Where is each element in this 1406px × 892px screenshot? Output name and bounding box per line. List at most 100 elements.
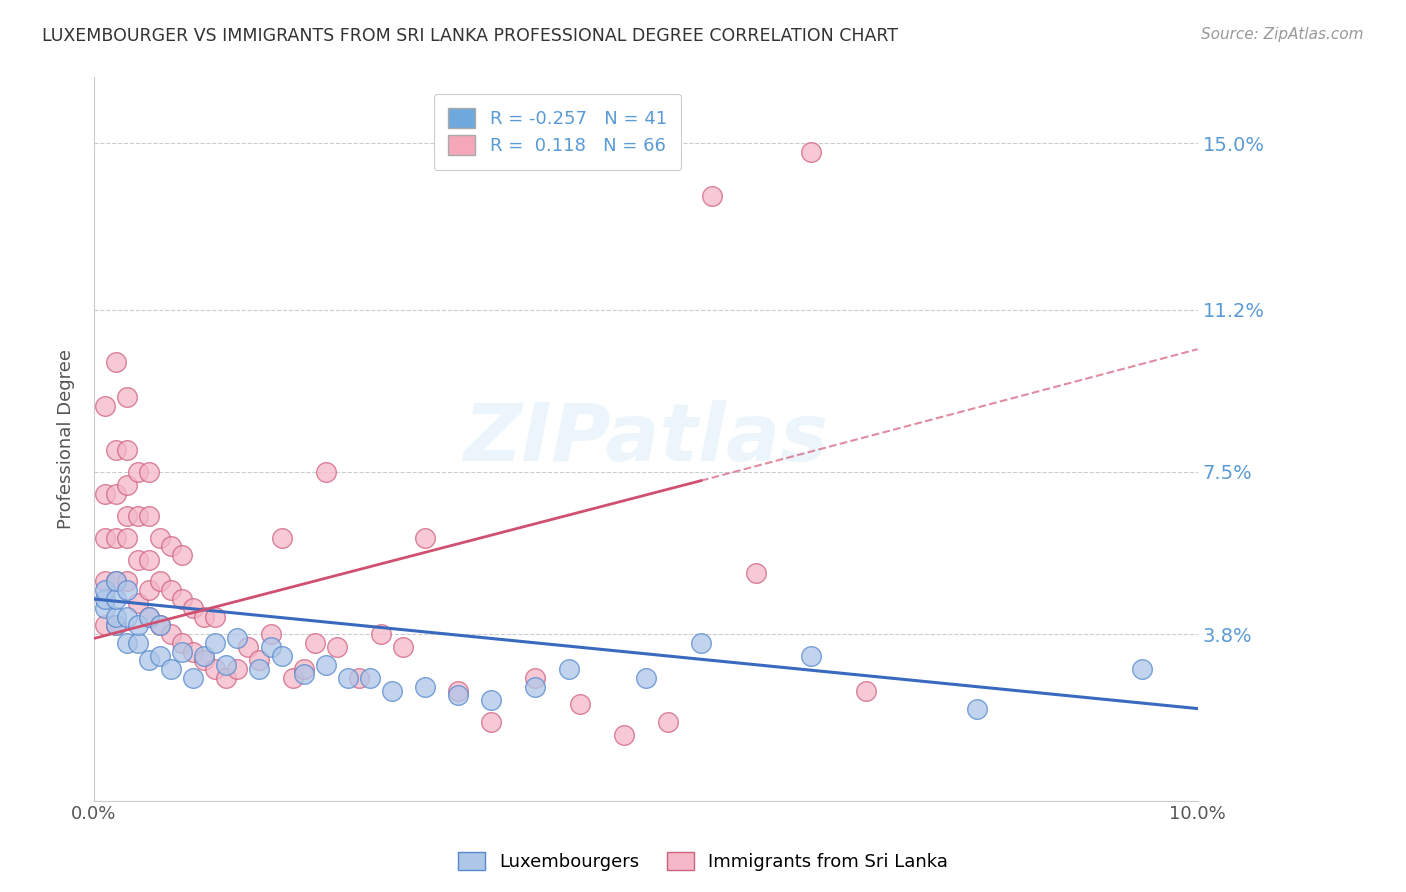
Point xyxy=(557,662,579,676)
Point xyxy=(479,693,502,707)
Point xyxy=(138,609,160,624)
Point xyxy=(160,583,183,598)
Point xyxy=(105,442,128,457)
Point xyxy=(172,644,194,658)
Point xyxy=(172,592,194,607)
Point xyxy=(138,465,160,479)
Point xyxy=(347,671,370,685)
Point xyxy=(447,684,470,698)
Point xyxy=(304,636,326,650)
Point xyxy=(94,399,117,413)
Point xyxy=(613,728,636,742)
Point xyxy=(105,618,128,632)
Point xyxy=(94,592,117,607)
Point xyxy=(326,640,349,655)
Point xyxy=(249,662,271,676)
Text: Source: ZipAtlas.com: Source: ZipAtlas.com xyxy=(1201,27,1364,42)
Point xyxy=(800,145,823,159)
Point xyxy=(94,600,117,615)
Point xyxy=(524,671,547,685)
Point xyxy=(105,618,128,632)
Point xyxy=(105,355,128,369)
Point xyxy=(127,465,149,479)
Point xyxy=(149,574,172,589)
Point xyxy=(181,600,204,615)
Point xyxy=(115,609,138,624)
Point xyxy=(259,627,281,641)
Point xyxy=(568,697,591,711)
Point xyxy=(138,552,160,566)
Point xyxy=(249,653,271,667)
Point xyxy=(524,680,547,694)
Point xyxy=(215,671,238,685)
Point xyxy=(226,632,249,646)
Point xyxy=(105,592,128,607)
Point xyxy=(800,648,823,663)
Point xyxy=(172,548,194,562)
Point xyxy=(359,671,381,685)
Point xyxy=(204,636,226,650)
Legend: Luxembourgers, Immigrants from Sri Lanka: Luxembourgers, Immigrants from Sri Lanka xyxy=(451,845,955,879)
Point xyxy=(657,714,679,729)
Point xyxy=(370,627,392,641)
Point xyxy=(105,531,128,545)
Point xyxy=(336,671,359,685)
Point xyxy=(413,680,436,694)
Point xyxy=(292,662,315,676)
Point xyxy=(193,609,215,624)
Point xyxy=(259,640,281,655)
Point xyxy=(270,531,292,545)
Legend: R = -0.257   N = 41, R =  0.118   N = 66: R = -0.257 N = 41, R = 0.118 N = 66 xyxy=(433,94,682,169)
Point xyxy=(204,662,226,676)
Text: LUXEMBOURGER VS IMMIGRANTS FROM SRI LANKA PROFESSIONAL DEGREE CORRELATION CHART: LUXEMBOURGER VS IMMIGRANTS FROM SRI LANK… xyxy=(42,27,898,45)
Point xyxy=(105,574,128,589)
Point xyxy=(690,636,713,650)
Point xyxy=(105,574,128,589)
Point xyxy=(94,583,117,598)
Point xyxy=(115,442,138,457)
Point xyxy=(292,666,315,681)
Point xyxy=(745,566,768,580)
Point xyxy=(392,640,415,655)
Point xyxy=(193,648,215,663)
Point xyxy=(115,478,138,492)
Point xyxy=(115,531,138,545)
Point xyxy=(149,618,172,632)
Point xyxy=(700,188,723,202)
Point xyxy=(115,583,138,598)
Point xyxy=(181,671,204,685)
Point xyxy=(238,640,260,655)
Point xyxy=(270,648,292,663)
Point xyxy=(127,596,149,610)
Point xyxy=(94,487,117,501)
Point xyxy=(138,508,160,523)
Point xyxy=(315,657,337,672)
Point xyxy=(94,531,117,545)
Point xyxy=(479,714,502,729)
Point xyxy=(149,648,172,663)
Point xyxy=(160,540,183,554)
Point xyxy=(105,609,128,624)
Point xyxy=(160,662,183,676)
Point xyxy=(105,487,128,501)
Text: ZIPatlas: ZIPatlas xyxy=(463,400,828,478)
Point xyxy=(138,583,160,598)
Point xyxy=(966,701,988,715)
Point xyxy=(115,508,138,523)
Point xyxy=(149,531,172,545)
Point xyxy=(281,671,304,685)
Point xyxy=(115,391,138,405)
Point xyxy=(94,618,117,632)
Point xyxy=(226,662,249,676)
Point xyxy=(160,627,183,641)
Point xyxy=(181,644,204,658)
Point xyxy=(413,531,436,545)
Point xyxy=(149,618,172,632)
Point xyxy=(127,618,149,632)
Point xyxy=(381,684,404,698)
Point xyxy=(204,609,226,624)
Point xyxy=(138,653,160,667)
Point xyxy=(127,636,149,650)
Point xyxy=(1132,662,1154,676)
Point xyxy=(94,574,117,589)
